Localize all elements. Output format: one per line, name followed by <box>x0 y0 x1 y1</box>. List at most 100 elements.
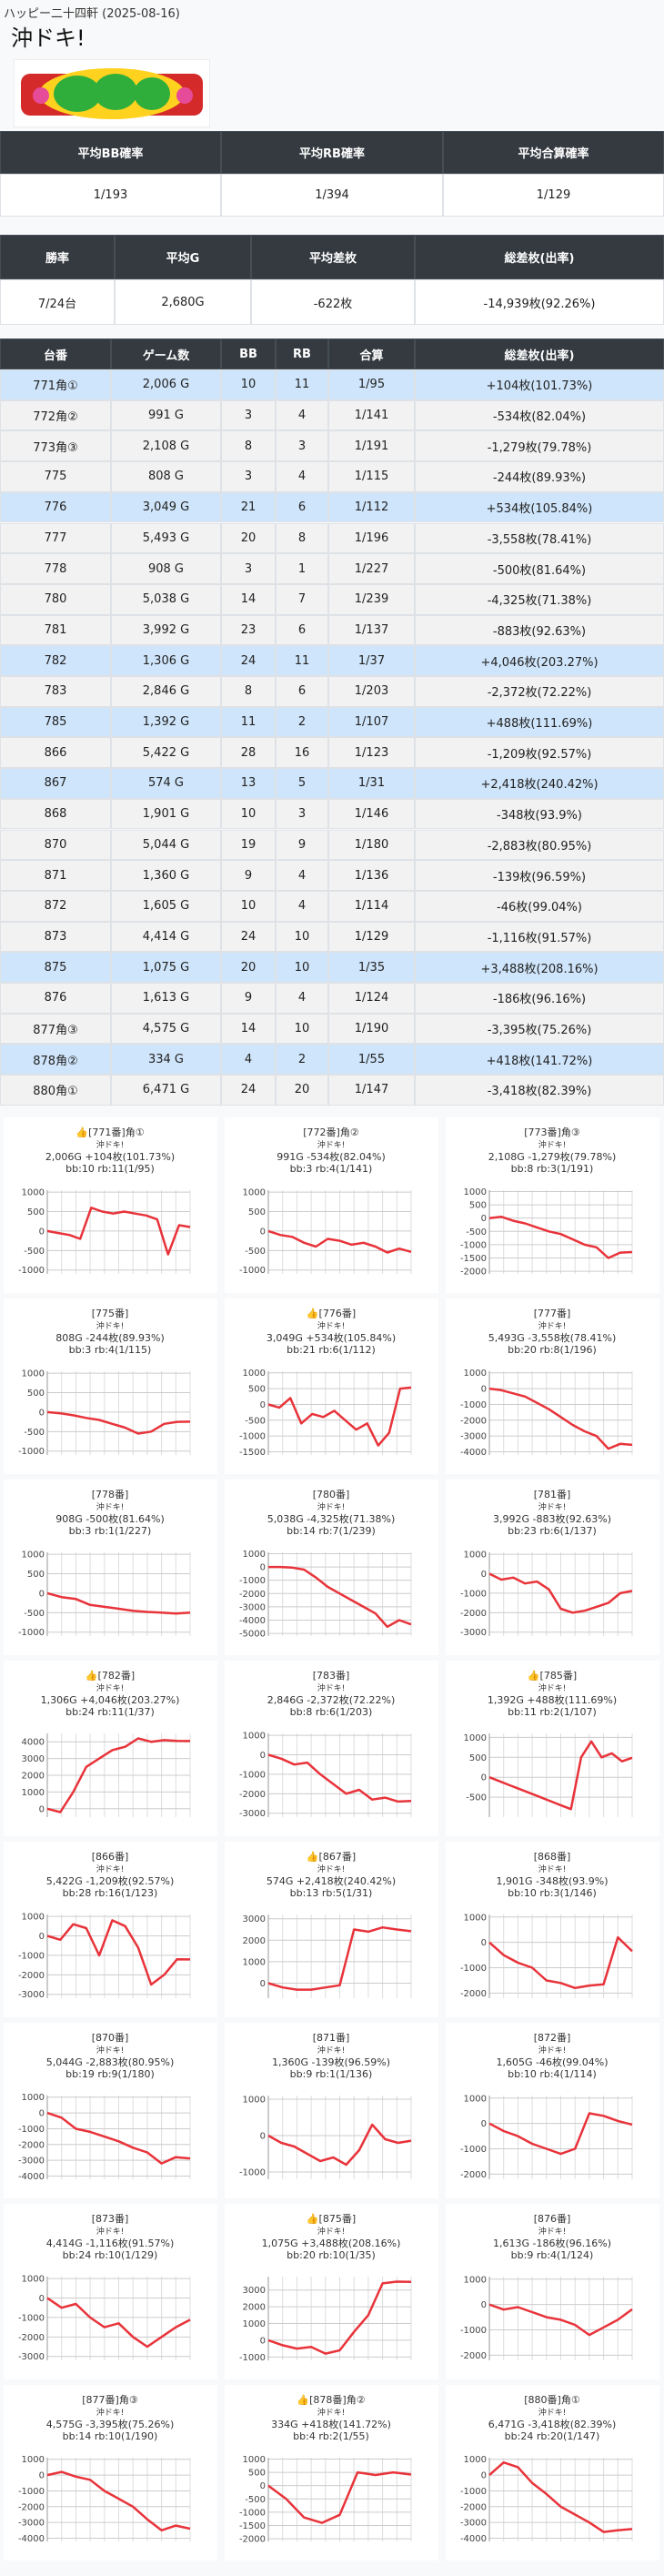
chart-annotation: 5,038G -4,325枚(71.38%) <box>267 1512 396 1525</box>
data-line <box>488 2112 633 2156</box>
chart-annotation: 2,846G -2,372枚(72.22%) <box>267 1693 396 1706</box>
chart-title: [775番] <box>92 1308 129 1319</box>
chart-subtitle: 沖ドキ! <box>538 2407 567 2418</box>
card-bg <box>4 1842 217 2017</box>
card-bg <box>4 1298 217 1474</box>
table-cell: 1/203 <box>328 676 415 707</box>
chart-card: [780番]沖ドキ!5,038G -4,325枚(71.38%)bb:14 rb… <box>225 1480 438 1655</box>
chart-annotation: bb:20 rb:8(1/196) <box>508 1344 597 1356</box>
table-cell: +104枚(101.73%) <box>415 369 664 400</box>
table-cell: 21 <box>221 491 276 523</box>
y-tick-label: -2000 <box>18 2140 45 2150</box>
y-tick-label: 0 <box>39 1227 45 1237</box>
chart-subtitle: 沖ドキ! <box>96 1139 125 1150</box>
y-tick-label: -4000 <box>460 2534 487 2544</box>
table-header-cell: 総差枚(出率) <box>415 338 664 369</box>
table-cell: 23 <box>221 614 276 646</box>
table-header-cell: 勝率 <box>0 235 115 279</box>
table-cell: 20 <box>221 952 276 983</box>
y-tick-label: -500 <box>245 1416 266 1426</box>
table-header-cell: 台番 <box>0 338 111 369</box>
table-cell: 1 <box>276 553 328 584</box>
table-cell: +488枚(111.69%) <box>415 706 664 738</box>
table-header-cell: 平均合算確率 <box>443 131 664 174</box>
chart-annotation: 808G -244枚(89.93%) <box>55 1331 165 1344</box>
table-cell: 6 <box>276 491 328 523</box>
table-cell: 785 <box>0 706 111 738</box>
y-tick-label: 0 <box>481 2119 487 2129</box>
card-bg <box>4 2204 217 2379</box>
chart-annotation: 1,075G +3,488枚(208.16%) <box>262 2237 401 2249</box>
y-tick-label: -1500 <box>239 2521 266 2531</box>
table-cell: 10 <box>221 369 276 400</box>
chart-annotation: 4,414G -1,116枚(91.57%) <box>46 2237 175 2249</box>
table-cell: 8 <box>221 676 276 707</box>
table-cell: 7 <box>276 583 328 615</box>
y-tick-label: -3000 <box>460 1432 487 1442</box>
chart-card: [775番]沖ドキ!808G -244枚(89.93%)bb:3 rb:4(1/… <box>4 1298 217 1474</box>
chart-subtitle: 沖ドキ! <box>538 1139 567 1150</box>
y-tick-label: 1000 <box>243 1369 266 1379</box>
chart-annotation: bb:3 rb:4(1/141) <box>290 1163 373 1175</box>
y-tick-label: -2000 <box>239 1590 266 1600</box>
table-cell: 871 <box>0 860 111 891</box>
table-header-cell: ゲーム数 <box>111 338 221 369</box>
y-tick-label: -500 <box>466 1227 487 1237</box>
chart-annotation: bb:20 rb:10(1/35) <box>287 2249 376 2261</box>
chart-subtitle: 沖ドキ! <box>538 1320 567 1331</box>
table-cell: -1,279枚(79.78%) <box>415 430 664 462</box>
chart-annotation: bb:9 rb:1(1/136) <box>290 2068 373 2080</box>
y-tick-label: -1000 <box>239 2353 266 2363</box>
data-line <box>267 1753 412 1803</box>
table-cell: -3,418枚(82.39%) <box>415 1075 664 1106</box>
y-tick-label: 0 <box>39 1804 45 1814</box>
table-cell: 4 <box>276 860 328 891</box>
table-cell: 11 <box>276 645 328 676</box>
chart-title: [781番] <box>534 1489 571 1500</box>
card-bg <box>446 2204 659 2379</box>
y-tick-label: 1000 <box>243 1188 266 1198</box>
y-tick-label: 1000 <box>243 1957 266 1967</box>
y-tick-label: -2000 <box>460 1416 487 1426</box>
y-tick-label: 500 <box>469 1753 487 1763</box>
table-cell: 1/37 <box>328 645 415 676</box>
table-cell: 1/227 <box>328 553 415 584</box>
data-line <box>46 2470 191 2532</box>
page-title: 沖ドキ! <box>11 25 86 51</box>
data-line <box>46 1737 191 1813</box>
chart-annotation: 1,306G +4,046枚(203.27%) <box>41 1693 180 1706</box>
table-cell: 10 <box>276 921 328 953</box>
chart-title: 👍[875番] <box>307 2213 356 2225</box>
y-tick-label: -1000 <box>460 2487 487 2497</box>
chart-card: [868番]沖ドキ!1,901G -348枚(93.9%)bb:10 rb:3(… <box>446 1842 659 2017</box>
data-line <box>488 2460 633 2533</box>
table-cell: 24 <box>221 645 276 676</box>
y-tick-label: 1000 <box>464 1733 487 1743</box>
chart-subtitle: 沖ドキ! <box>96 1320 125 1331</box>
data-line <box>46 1919 191 1986</box>
y-tick-label: -1000 <box>460 1589 487 1599</box>
y-tick-label: -500 <box>245 2495 266 2505</box>
chart-subtitle: 沖ドキ! <box>317 1501 346 1512</box>
y-tick-label: -1000 <box>239 2168 266 2178</box>
table-cell: 1/180 <box>328 829 415 861</box>
chart-subtitle: 沖ドキ! <box>317 1320 346 1331</box>
chart-card: 👍[867番]沖ドキ!574G +2,418枚(240.42%)bb:13 rb… <box>225 1842 438 2017</box>
table-cell: +2,418枚(240.42%) <box>415 768 664 799</box>
chart-subtitle: 沖ドキ! <box>96 1682 125 1693</box>
chart-annotation: 5,493G -3,558枚(78.41%) <box>488 1331 617 1344</box>
table-cell: 868 <box>0 798 111 830</box>
table-cell: 20 <box>221 522 276 554</box>
table-cell: 1/141 <box>328 399 415 431</box>
chart-card: [781番]沖ドキ!3,992G -883枚(92.63%)bb:23 rb:6… <box>446 1480 659 1655</box>
y-tick-label: 0 <box>481 2300 487 2310</box>
table-cell: 3 <box>221 399 276 431</box>
y-tick-label: -1000 <box>18 2313 45 2323</box>
data-line <box>46 2111 191 2165</box>
y-tick-label: 1000 <box>22 1551 45 1561</box>
table-cell: 1/31 <box>328 768 415 799</box>
chart-annotation: 2,006G +104枚(101.73%) <box>45 1150 175 1163</box>
card-bg <box>446 1842 659 2017</box>
data-line <box>267 1386 412 1447</box>
